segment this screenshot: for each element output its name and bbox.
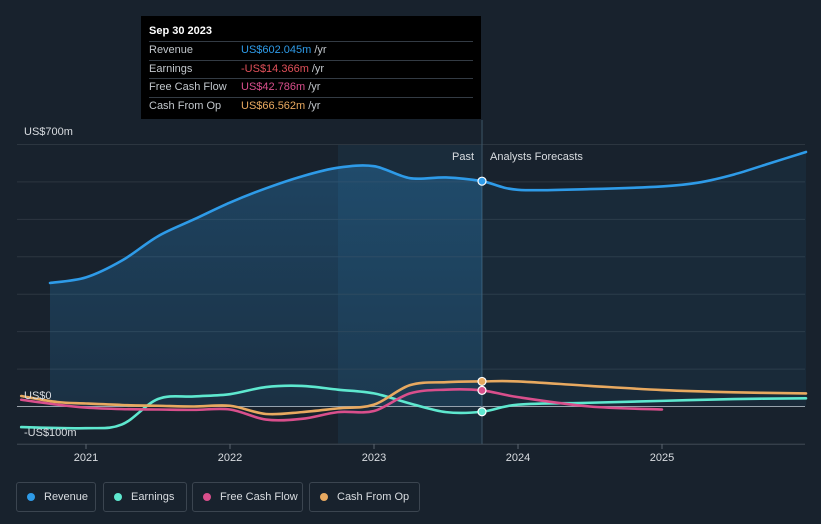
legend-label: Cash From Op — [337, 491, 410, 503]
tooltip-unit: /yr — [314, 44, 327, 56]
y-tick-label: -US$100m — [24, 427, 77, 439]
forecast-label: Analysts Forecasts — [490, 151, 583, 163]
tooltip-value: US$42.786m — [241, 81, 306, 93]
tooltip-row-free-cash-flow: Free Cash Flow US$42.786m /yr — [149, 78, 473, 97]
cash-from-op-current-marker — [477, 376, 487, 387]
legend-label: Revenue — [44, 491, 89, 503]
tooltip-row-earnings: Earnings -US$14.366m /yr — [149, 59, 473, 79]
revenue-area — [50, 165, 482, 407]
x-tick-label: 2025 — [650, 452, 674, 464]
tooltip-row-cash-from-op: Cash From Op US$66.562m /yr — [149, 96, 473, 116]
cash-from-op-line — [19, 379, 808, 416]
free-cash-flow-line — [19, 388, 664, 422]
x-tick-label: 2022 — [218, 452, 242, 464]
tooltip-value: US$602.045m — [241, 44, 312, 56]
tooltip-unit: /yr — [308, 81, 321, 93]
revenue-dot-icon — [27, 493, 35, 501]
earnings-line — [19, 384, 808, 430]
legend-free-cash-flow[interactable]: Free Cash Flow — [192, 482, 303, 512]
legend-label: Earnings — [131, 491, 175, 503]
tooltip-date: Sep 30 2023 — [149, 25, 212, 37]
free-cash-flow-dot-icon — [203, 493, 211, 501]
tooltip-label: Earnings — [149, 62, 193, 75]
tooltip-unit: /yr — [308, 99, 321, 112]
x-tick-label: 2021 — [74, 452, 98, 464]
tooltip-unit: /yr — [311, 62, 325, 75]
tooltip-value: US$66.562m — [241, 99, 306, 112]
earnings-current-marker — [477, 407, 487, 417]
revenue-line — [48, 150, 808, 285]
tooltip: Sep 30 2023 Revenue US$602.045m /yr Earn… — [141, 16, 481, 119]
x-tick-label: 2024 — [506, 452, 530, 464]
revenue-forecast-area — [482, 151, 806, 407]
revenue-current-marker — [477, 176, 487, 186]
cash-from-op-dot-icon — [320, 493, 328, 501]
x-tick-label: 2023 — [362, 452, 386, 464]
tooltip-label: Cash From Op — [149, 99, 222, 112]
free-cash-flow-current-marker — [477, 385, 487, 396]
past-label: Past — [452, 151, 474, 163]
y-tick-label: US$0 — [24, 390, 52, 402]
tooltip-row-revenue: Revenue US$602.045m /yr — [149, 41, 473, 60]
tooltip-label: Revenue — [149, 44, 194, 56]
legend-label: Free Cash Flow — [220, 491, 298, 503]
legend-revenue[interactable]: Revenue — [16, 482, 96, 512]
legend-cash-from-op[interactable]: Cash From Op — [309, 482, 420, 512]
tooltip-value: -US$14.366m — [241, 62, 309, 75]
x-axis-baseline — [17, 444, 805, 445]
legend-earnings[interactable]: Earnings — [103, 482, 187, 512]
tooltip-label: Free Cash Flow — [149, 81, 227, 93]
earnings-dot-icon — [114, 493, 122, 501]
y-tick-label: US$700m — [24, 126, 73, 138]
